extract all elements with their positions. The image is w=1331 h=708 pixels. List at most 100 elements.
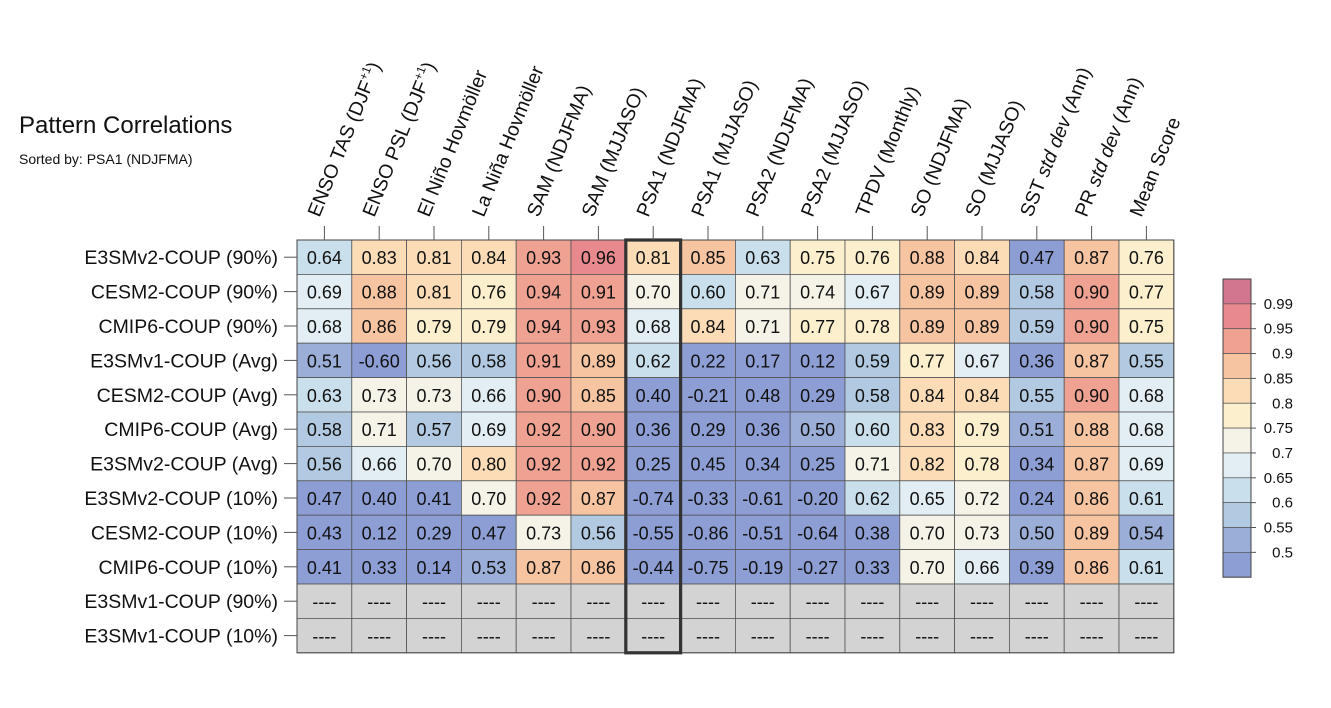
cell-value: ---- xyxy=(1025,592,1049,612)
heatmap-cell xyxy=(515,480,572,516)
cell-value: 0.89 xyxy=(964,283,999,303)
cell-value: 0.58 xyxy=(855,386,890,406)
cell-value: 0.36 xyxy=(636,420,671,440)
cell-value: 0.33 xyxy=(362,558,397,578)
heatmap-cell xyxy=(735,514,791,551)
cell-value: 0.47 xyxy=(1019,248,1054,268)
heatmap-cell xyxy=(296,239,353,275)
heatmap-cell xyxy=(735,618,791,654)
cell-value: 0.69 xyxy=(471,420,506,440)
cell-value: 0.62 xyxy=(855,489,890,509)
heatmap-cell xyxy=(954,549,1010,585)
cell-value: 0.73 xyxy=(362,386,397,406)
heatmap-cell xyxy=(844,480,901,516)
row-label: E3SMv1-COUP (Avg) xyxy=(90,350,278,372)
heatmap-cell xyxy=(460,514,517,551)
heatmap-cell xyxy=(515,377,572,413)
heatmap-cell xyxy=(625,583,681,619)
row-label: E3SMv2-COUP (Avg) xyxy=(90,454,278,476)
cell-value: 0.55 xyxy=(1129,351,1164,371)
cell-value: 0.64 xyxy=(307,248,342,268)
cell-value: 0.83 xyxy=(362,248,397,268)
cell-value: 0.94 xyxy=(526,283,561,303)
cell-value: 0.75 xyxy=(1129,317,1164,337)
cell-value: 0.22 xyxy=(690,351,725,371)
heatmap-cell xyxy=(296,618,353,654)
cell-value: 0.92 xyxy=(526,455,561,475)
heatmap-cell xyxy=(406,549,462,585)
cell-value: ---- xyxy=(860,627,884,647)
heatmap-cell xyxy=(789,549,846,585)
colorbar-segment xyxy=(1222,502,1252,528)
cell-value: 0.84 xyxy=(910,386,945,406)
cell-value: 0.78 xyxy=(964,455,999,475)
heatmap-cell xyxy=(1118,239,1175,275)
cell-value: ---- xyxy=(696,592,720,612)
cell-value: 0.74 xyxy=(800,283,835,303)
heatmap-cell xyxy=(1063,549,1120,585)
cell-value: 0.68 xyxy=(1129,386,1164,406)
cell-value: 0.96 xyxy=(581,248,616,268)
heatmap-cell xyxy=(460,480,517,516)
cell-value: 0.77 xyxy=(910,351,945,371)
cell-value: 0.69 xyxy=(307,283,342,303)
colorbar-tick-label: 0.95 xyxy=(1264,321,1293,338)
heatmap-cell xyxy=(351,445,407,482)
cell-value: 0.48 xyxy=(745,386,780,406)
heatmap-cell xyxy=(844,583,901,619)
cell-value: 0.65 xyxy=(910,489,945,509)
cell-value: 0.80 xyxy=(471,455,506,475)
cell-value: 0.57 xyxy=(416,420,451,440)
cell-value: 0.59 xyxy=(855,351,890,371)
heatmap-cell xyxy=(460,618,517,654)
cell-value: 0.62 xyxy=(636,351,671,371)
cell-value: 0.73 xyxy=(416,386,451,406)
cell-value: 0.71 xyxy=(745,283,780,303)
heatmap-cell xyxy=(351,308,407,344)
cell-value: 0.86 xyxy=(1074,489,1109,509)
cell-value: 0.84 xyxy=(964,386,999,406)
colorbar-segment xyxy=(1222,303,1252,330)
cell-value: -0.64 xyxy=(797,523,838,543)
heatmap-cell xyxy=(296,514,353,551)
cell-value: 0.73 xyxy=(526,523,561,543)
cell-value: 0.89 xyxy=(1074,523,1109,543)
colorbar-tick-label: 0.8 xyxy=(1272,395,1293,412)
cell-value: 0.55 xyxy=(1019,386,1054,406)
cell-value: 0.76 xyxy=(471,283,506,303)
cell-value: 0.73 xyxy=(964,523,999,543)
cell-value: 0.38 xyxy=(855,523,890,543)
cell-value: 0.14 xyxy=(416,558,451,578)
cell-value: ---- xyxy=(641,592,665,612)
cell-value: 0.54 xyxy=(1129,523,1164,543)
heatmap-cell xyxy=(1009,342,1065,379)
grid-border xyxy=(296,239,1175,654)
cell-value: 0.78 xyxy=(855,317,890,337)
heatmap-cell xyxy=(1009,480,1065,516)
cell-value: 0.71 xyxy=(745,317,780,337)
cell-value: ---- xyxy=(586,592,610,612)
cell-value: 0.63 xyxy=(307,386,342,406)
heatmap-cell xyxy=(1009,514,1065,551)
heatmap-cell xyxy=(1118,308,1175,344)
heatmap-cell xyxy=(406,342,462,379)
cell-value: 0.84 xyxy=(471,248,506,268)
column-label: Mean Score xyxy=(1126,114,1186,220)
heatmap-cell xyxy=(460,583,517,619)
cell-value: ---- xyxy=(970,592,994,612)
colorbar-tick-label: 0.5 xyxy=(1272,544,1293,561)
cell-value: 0.53 xyxy=(471,558,506,578)
cell-value: 0.68 xyxy=(1129,420,1164,440)
heatmap-cell xyxy=(296,377,353,413)
heatmap-cell xyxy=(1118,377,1175,413)
cell-value: ---- xyxy=(367,627,391,647)
heatmap-cell xyxy=(1009,583,1065,619)
cell-value: 0.94 xyxy=(526,317,561,337)
colorbar-segment xyxy=(1222,427,1252,454)
heatmap-cell xyxy=(406,583,462,619)
cell-value: ---- xyxy=(806,592,830,612)
cell-value: ---- xyxy=(367,592,391,612)
heatmap-cell xyxy=(296,583,353,619)
cell-value: 0.70 xyxy=(416,455,451,475)
